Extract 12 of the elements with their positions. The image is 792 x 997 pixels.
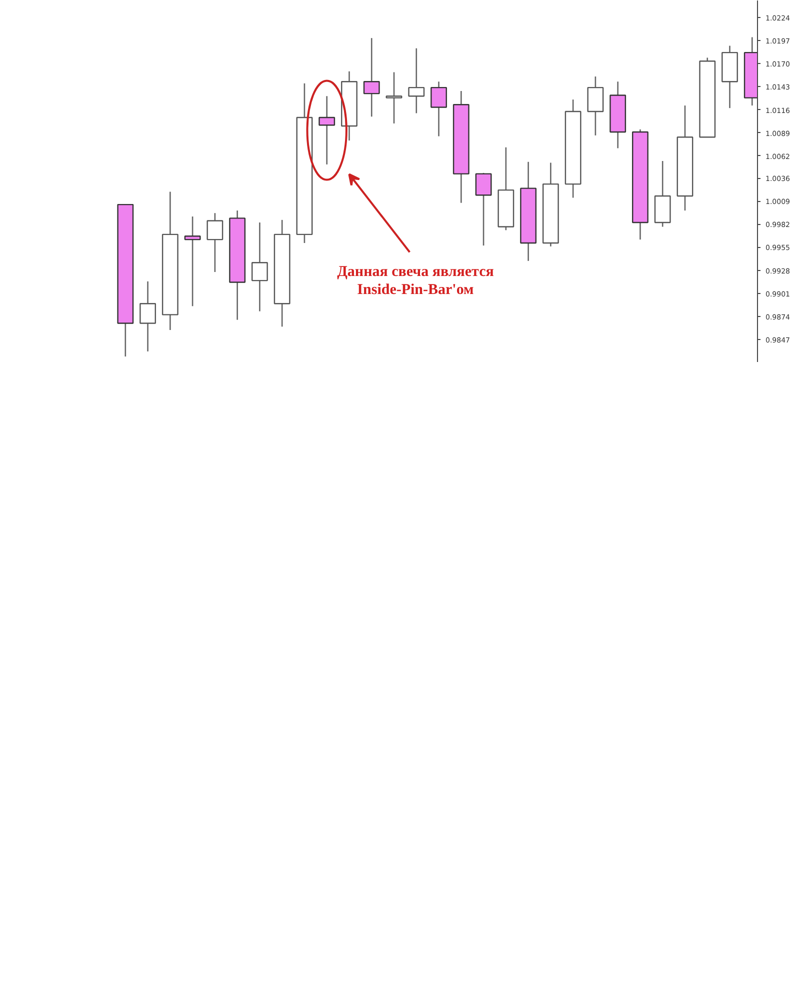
candlestick: [363, 37, 380, 118]
candlestick: [318, 95, 336, 166]
candlestick: [140, 280, 156, 352]
candlestick: [587, 76, 604, 136]
candlestick: [206, 212, 224, 273]
candlestick: [408, 48, 425, 114]
annotation: Данная свеча является Inside-Pin-Bar'ом: [337, 264, 494, 298]
candlestick: [184, 216, 201, 307]
candlestick: [475, 172, 492, 246]
candlestick: [251, 222, 268, 312]
candlestick: [430, 80, 447, 137]
candlestick: [386, 72, 402, 124]
